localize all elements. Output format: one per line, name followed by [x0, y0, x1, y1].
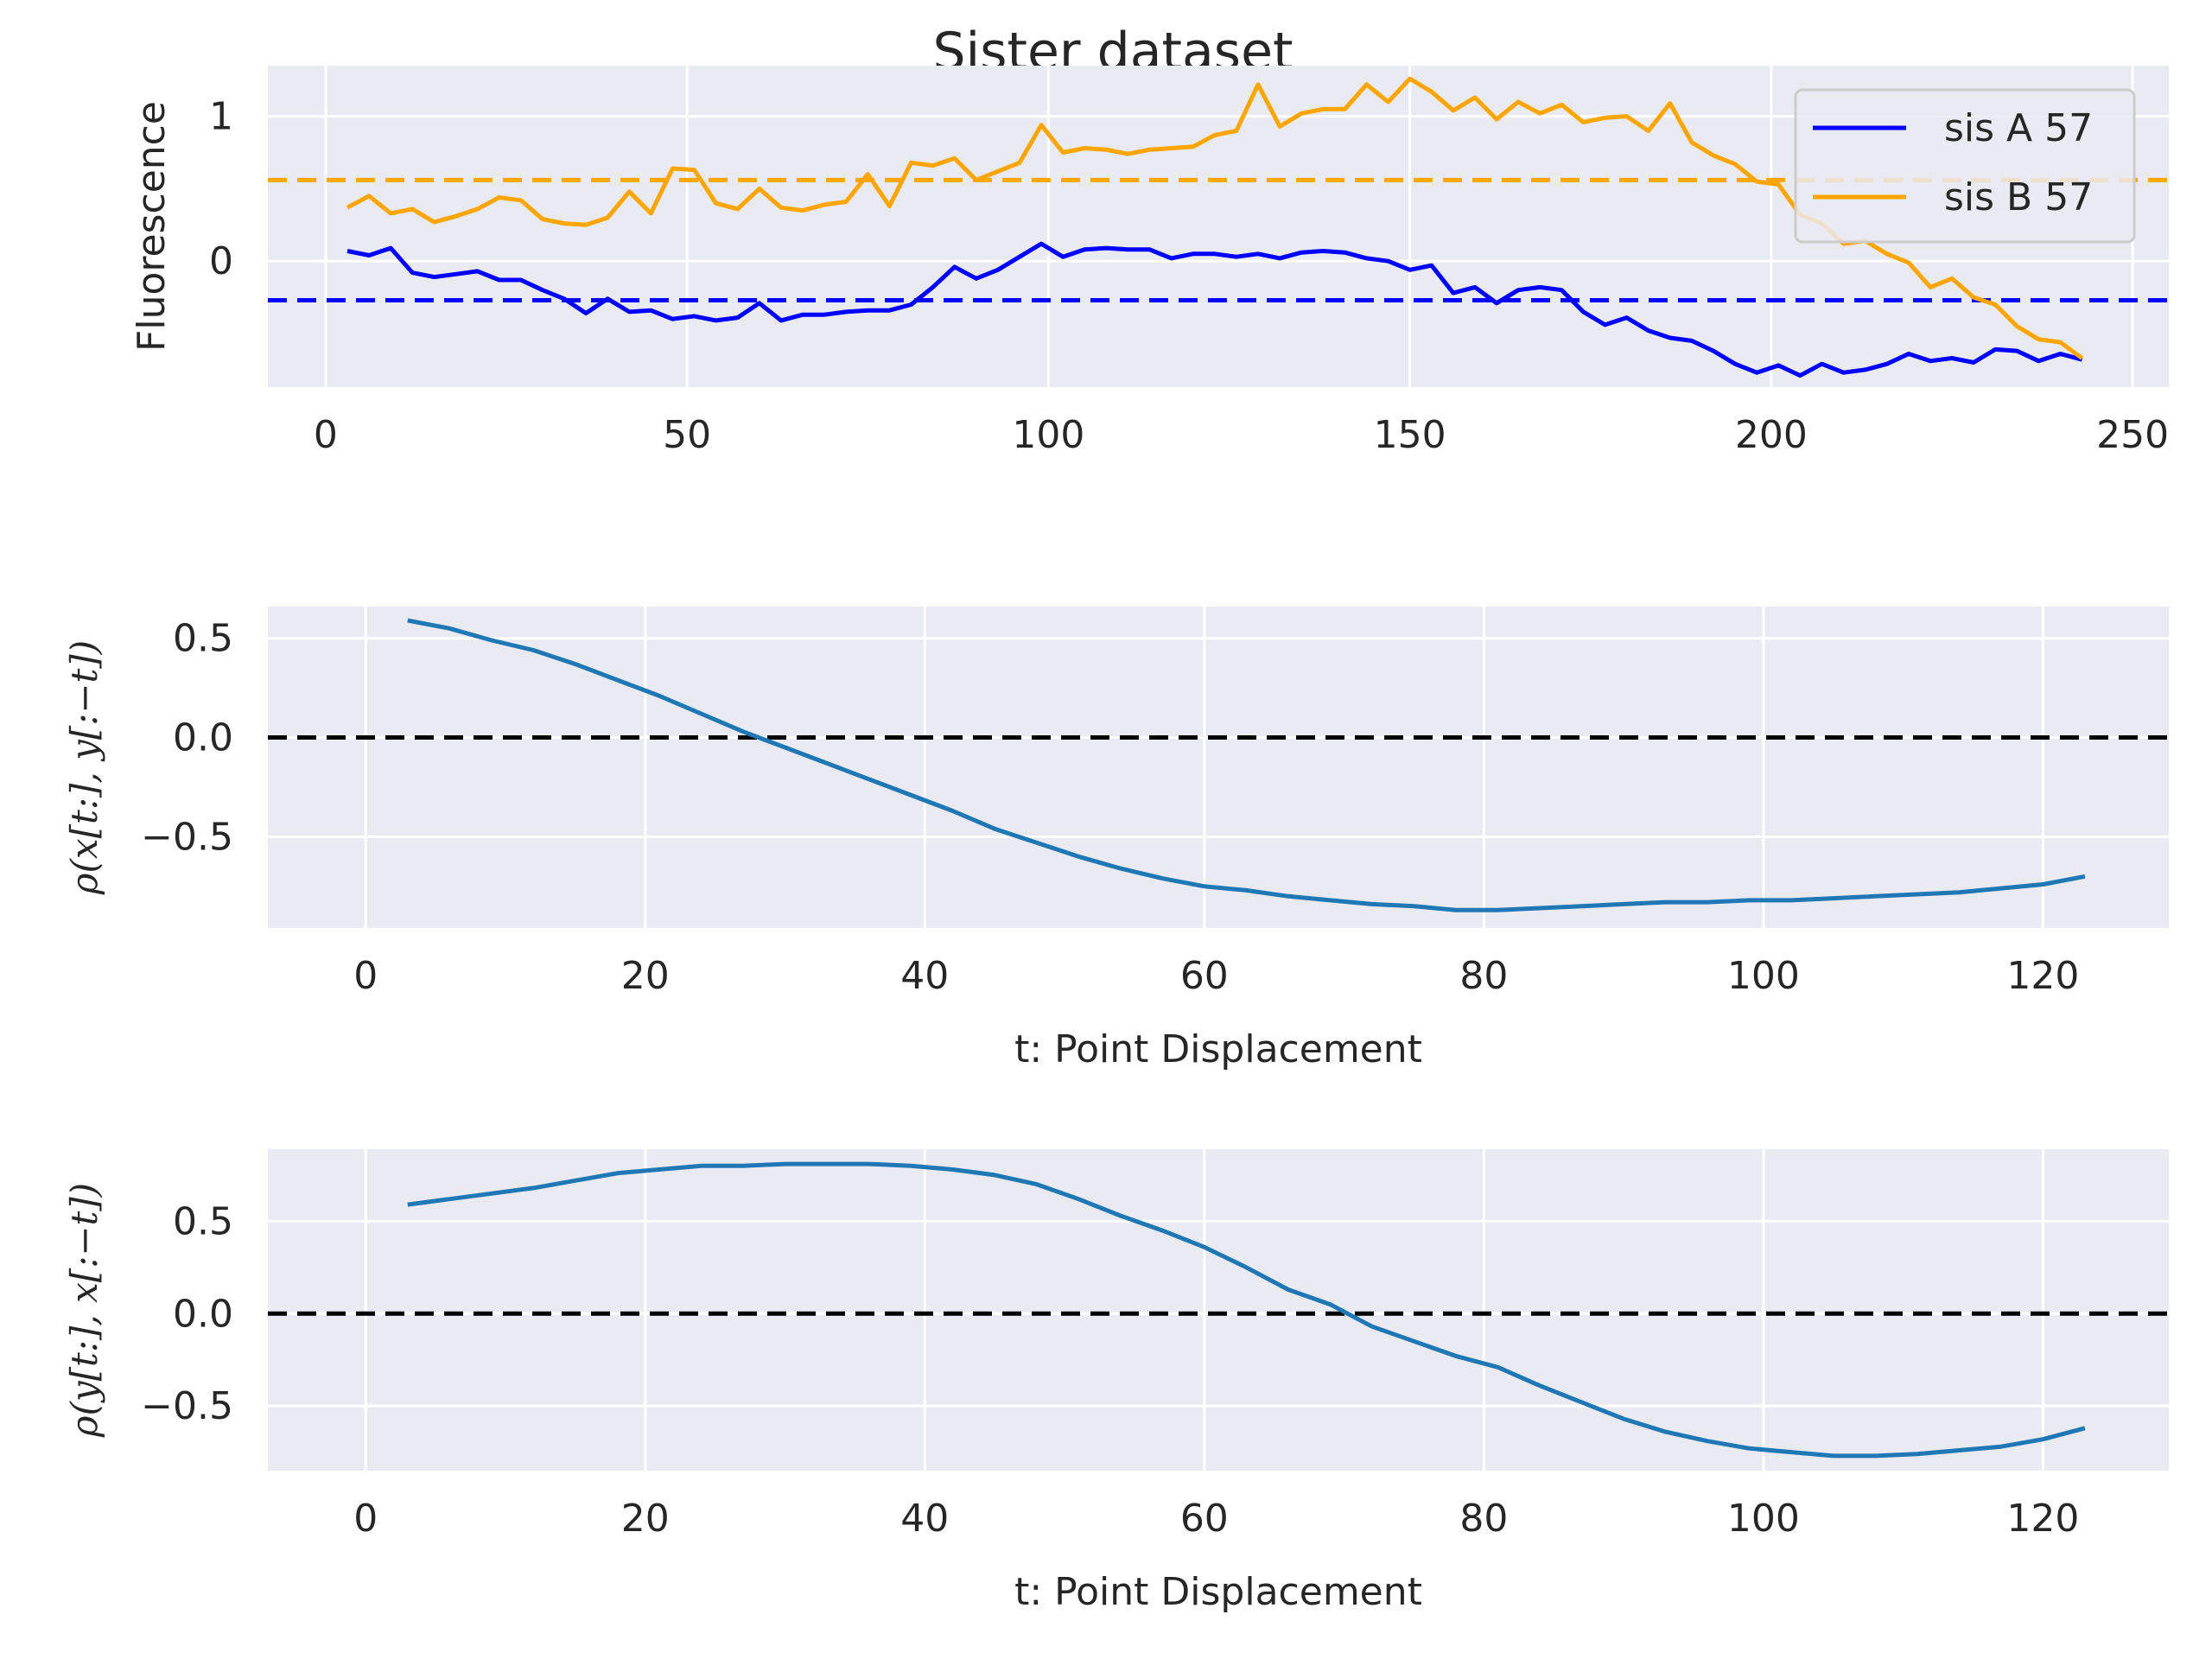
- x-tick-label: 150: [1374, 413, 1446, 457]
- plot-area: [268, 1149, 2169, 1471]
- y-tick-label: 0: [209, 239, 233, 283]
- y-tick-label: −0.5: [141, 815, 233, 859]
- legend-label: sis B 57: [1944, 175, 2093, 219]
- y-axis-label: Fluorescence: [130, 101, 174, 352]
- x-tick-label: 0: [353, 1497, 378, 1541]
- x-tick-label: 50: [663, 413, 711, 457]
- series-line: [407, 1161, 2086, 1459]
- y-tick-label: 0.5: [173, 1199, 233, 1243]
- x-tick-label: 60: [1180, 1497, 1229, 1541]
- x-tick-label: 200: [1735, 413, 1808, 457]
- y-tick-label: 0.0: [173, 1292, 233, 1336]
- x-tick-label: 120: [2006, 1497, 2079, 1541]
- y-tick-label: 1: [209, 95, 233, 139]
- x-tick-label: 120: [2006, 954, 2079, 998]
- y-tick-label: −0.5: [141, 1384, 233, 1428]
- x-axis-label: t: Point Displacement: [1014, 1027, 1422, 1071]
- x-tick-label: 60: [1180, 954, 1229, 998]
- x-tick-label: 0: [353, 954, 378, 998]
- x-tick-label: 250: [2096, 413, 2169, 457]
- x-tick-label: 100: [1727, 1497, 1800, 1541]
- series-line: [407, 618, 2086, 912]
- y-axis-label: ρ(x[t:], y[:−t]): [63, 640, 105, 895]
- x-axis-label: t: Point Displacement: [1014, 1570, 1422, 1614]
- fluorescence-panel: 0 50 100 150 200 250 1 0 Fluorescence sis A 57 sis…: [130, 66, 2169, 457]
- y-axis-label: ρ(y[t:], x[:−t]): [63, 1183, 105, 1438]
- x-tick-label: 100: [1727, 954, 1800, 998]
- series-line: [346, 241, 2083, 378]
- legend-label: sis A 57: [1944, 106, 2093, 150]
- x-tick-label: 80: [1459, 954, 1508, 998]
- y-tick-label: 0.0: [173, 716, 233, 760]
- x-tick-label: 0: [314, 413, 338, 457]
- x-tick-label: 40: [900, 954, 949, 998]
- plot-area: [268, 607, 2169, 928]
- x-tick-label: 20: [621, 1497, 670, 1541]
- x-tick-label: 80: [1459, 1497, 1508, 1541]
- series-line: [346, 76, 2084, 360]
- y-tick-label: 0.5: [173, 617, 233, 661]
- x-tick-label: 100: [1012, 413, 1084, 457]
- x-tick-label: 40: [900, 1497, 949, 1541]
- x-tick-label: 20: [621, 954, 670, 998]
- cross-correlation-yx-panel: 0 20 40 60 80 100 120 0.5 0.0 −0.5 t: Point Displa…: [63, 1149, 2169, 1614]
- cross-correlation-xy-panel: 0 20 40 60 80 100 120 0.5 0.0 −0.5 t: Point Displa…: [63, 607, 2169, 1071]
